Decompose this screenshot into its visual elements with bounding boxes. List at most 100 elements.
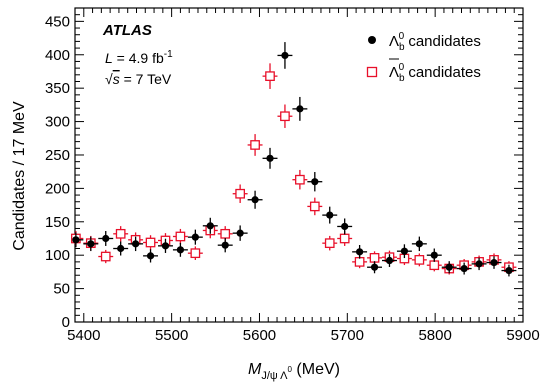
point-marker [220,228,231,239]
data-point [456,262,472,275]
data-point [367,261,383,274]
point-marker [385,256,394,265]
data-point [307,172,323,192]
data-point [187,246,203,260]
point-marker [146,252,155,260]
data-point [322,235,338,251]
x-tick-label: 5500 [155,327,188,344]
y-tick-label: 450 [45,13,70,30]
point-marker [341,222,349,231]
data-point [307,197,323,216]
data-point [143,235,159,250]
data-point [277,42,293,69]
point-marker [117,244,125,253]
legend-marker-lambda-b [368,36,376,44]
y-tick-label: 0 [62,314,70,331]
series-lambda-b [72,42,517,277]
point-marker [430,251,438,259]
data-point [471,257,487,271]
point-marker [250,140,260,150]
point-marker [415,240,423,248]
data-point [396,244,412,259]
point-marker [236,229,244,237]
y-tick-label: 300 [45,114,70,131]
point-marker [265,71,275,81]
x-axis-label: MJ/ψ Λ0 (MeV) [248,361,340,382]
point-marker [100,251,111,262]
data-point [98,249,114,264]
data-point [83,236,99,252]
data-point [486,256,502,269]
point-marker [460,264,468,273]
luminosity-label: L = 4.9 fb-1 [105,49,173,66]
data-point [72,232,84,248]
point-marker [221,241,229,249]
point-marker [206,222,214,230]
point-marker [296,105,304,113]
tick-labels: 5400 5500 5600 5700 5800 5900 0 50 100 150 200 250 3… [45,13,540,344]
point-marker [145,237,156,248]
point-marker [280,111,290,122]
point-marker [309,201,320,212]
point-marker [176,246,185,254]
x-tick-label: 5800 [418,327,451,344]
point-marker [102,234,110,243]
data-point [202,217,218,234]
data-point [143,249,159,263]
x-tick-label: 5400 [67,327,100,344]
data-point [292,96,308,121]
data-point [441,261,457,274]
y-tick-label: 350 [45,80,70,97]
data-point [322,206,338,224]
point-marker [251,196,259,204]
data-point [352,245,368,259]
data-point [98,231,114,246]
point-marker [490,258,498,267]
point-marker [132,240,140,248]
legend-label-lambda-b: Λb0 candidates [389,31,481,53]
data-point [232,184,248,203]
point-marker [339,233,350,244]
y-tick-label: 100 [45,247,70,264]
data-point [262,63,278,89]
point-marker [295,174,305,185]
point-marker [356,248,364,256]
point-marker [400,247,409,255]
point-marker [311,178,319,186]
data-point [113,226,129,242]
legend: Λb0 candidates Λb0 candidates [366,31,481,84]
y-tick-label: 400 [45,47,70,64]
data-point [337,218,353,235]
data-point [426,248,442,262]
point-marker [370,263,379,271]
data-point [187,229,203,245]
point-marker [115,228,126,239]
y-axis-label: Candidates / 17 MeV [11,101,28,251]
y-tick-label: 50 [53,281,70,298]
y-tick-label: 250 [45,147,70,164]
legend-label-lambda-b-bar: Λb0 candidates [389,62,481,84]
data-point [172,242,188,257]
energy-label: √s = 7 TeV [105,71,172,87]
axes [74,7,524,323]
point-marker [191,233,199,241]
x-tick-label: 5600 [243,327,276,344]
point-marker [354,257,365,267]
data-point [292,169,308,190]
data-point [158,238,173,253]
data-point [232,225,248,241]
data-point [411,236,427,252]
legend-marker-lambda-b-bar [366,66,378,78]
plot-frame [74,7,524,323]
point-marker [161,242,170,250]
data-point [382,254,397,267]
y-tick-label: 200 [45,180,70,197]
point-marker [475,260,483,268]
point-marker [87,240,95,248]
data-point [172,228,188,245]
point-marker [505,266,513,275]
point-marker [326,211,334,219]
y-tick-label: 150 [45,214,70,231]
point-marker [369,253,380,263]
